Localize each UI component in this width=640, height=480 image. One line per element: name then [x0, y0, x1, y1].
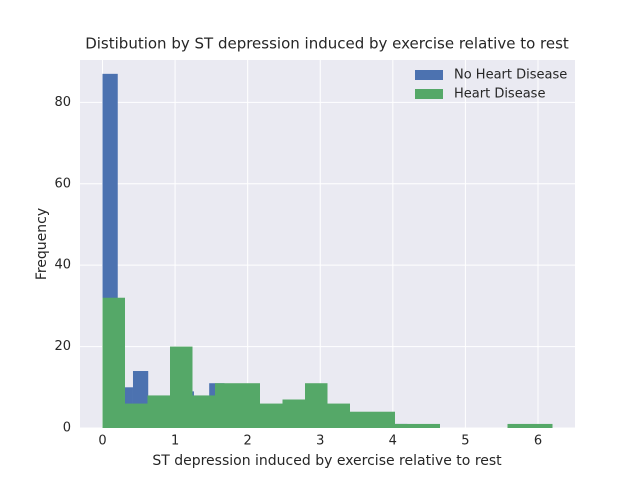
- histogram-bar: [417, 423, 440, 428]
- histogram-bar: [170, 346, 193, 428]
- x-tick-label: 0: [98, 434, 106, 449]
- histogram-bar: [125, 403, 148, 428]
- histogram-bar: [327, 403, 350, 428]
- histogram-bar: [395, 423, 418, 428]
- y-tick-label: 80: [54, 95, 71, 110]
- histogram-bar: [192, 395, 215, 428]
- chart-title: Distibution by ST depression induced by …: [85, 35, 569, 53]
- histogram-bar: [372, 411, 395, 428]
- histogram-bar: [260, 403, 283, 428]
- legend-label: Heart Disease: [454, 87, 545, 102]
- x-tick-label: 2: [244, 434, 252, 449]
- histogram-bar: [147, 395, 170, 428]
- histogram-bar: [215, 383, 238, 428]
- legend-swatch: [415, 89, 443, 99]
- histogram-bar: [237, 383, 260, 428]
- x-tick-label: 1: [171, 434, 179, 449]
- x-tick-label: 5: [461, 434, 469, 449]
- y-tick-label: 0: [63, 421, 71, 436]
- legend-label: No Heart Disease: [454, 68, 567, 83]
- plot-area: [80, 60, 575, 428]
- x-tick-label: 6: [534, 434, 542, 449]
- y-tick-label: 40: [54, 258, 71, 273]
- histogram-bar: [507, 423, 530, 428]
- y-tick-label: 20: [54, 339, 71, 354]
- histogram-bar: [305, 383, 328, 428]
- y-tick-label: 60: [54, 176, 71, 191]
- histogram-bar: [530, 423, 553, 428]
- histogram-bar: [102, 297, 125, 428]
- x-tick-label: 4: [389, 434, 397, 449]
- x-axis-label: ST depression induced by exercise relati…: [152, 453, 502, 469]
- histogram-bar: [350, 411, 373, 428]
- y-axis-label: Frequency: [34, 208, 50, 280]
- x-tick-label: 3: [316, 434, 324, 449]
- legend-swatch: [415, 70, 443, 80]
- histogram-bar: [282, 399, 305, 428]
